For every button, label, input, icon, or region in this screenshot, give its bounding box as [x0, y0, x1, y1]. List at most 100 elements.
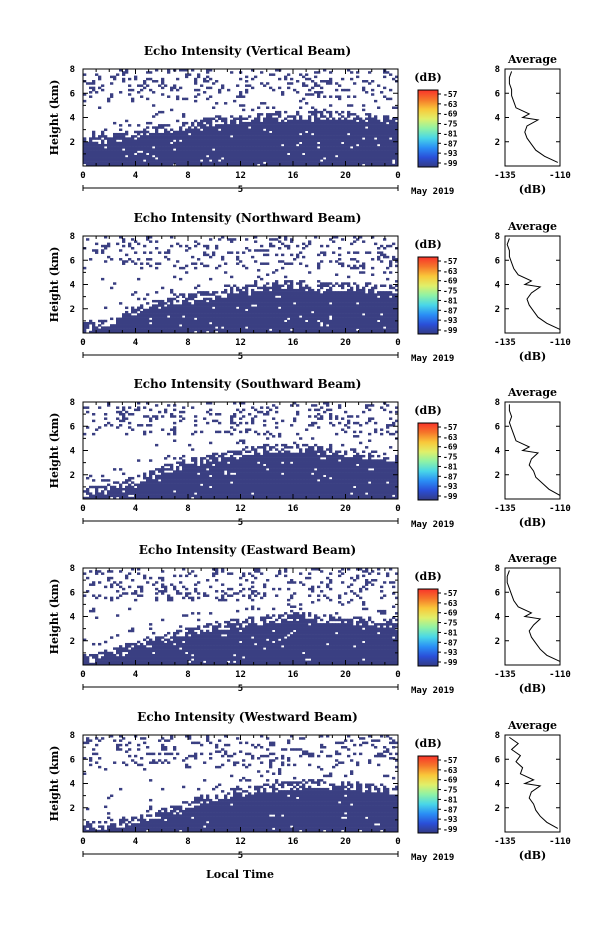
echo-cell [260, 128, 264, 132]
echo-cell [173, 146, 177, 149]
echo-cell [263, 117, 267, 120]
echo-cell [290, 132, 294, 136]
echo-cell [143, 157, 147, 160]
echo-cell [341, 126, 345, 129]
echo-cell [296, 295, 300, 299]
echo-cell [338, 330, 342, 334]
echo-cell [281, 288, 285, 292]
echo-cell [377, 124, 381, 127]
echo-cell [374, 313, 378, 316]
echo-cell [344, 295, 348, 299]
echo-cell [344, 319, 348, 323]
echo-cell [353, 264, 357, 268]
echo-cell [137, 485, 141, 489]
echo-cell [233, 99, 237, 103]
echo-cell [299, 143, 303, 147]
echo-cell [179, 244, 183, 248]
echo-cell [209, 135, 213, 138]
echo-cell [338, 291, 342, 294]
echo-cell [350, 299, 354, 303]
echo-cell [350, 304, 354, 307]
echo-cell [305, 321, 309, 325]
echo-cell [98, 75, 102, 79]
echo-cell [197, 75, 201, 79]
echo-cell [233, 139, 237, 143]
echo-cell [161, 315, 165, 318]
echo-cell [290, 284, 294, 287]
echo-cell [308, 308, 312, 312]
echo-cell [269, 135, 273, 138]
echo-cell [353, 163, 357, 167]
echo-cell [389, 321, 393, 325]
echo-cell [278, 310, 282, 314]
echo-cell [101, 157, 105, 160]
y-tick-label: 4 [70, 114, 76, 124]
echo-cell [197, 310, 201, 314]
echo-cell [125, 157, 129, 160]
echo-cell [182, 465, 186, 469]
echo-cell [215, 130, 219, 134]
echo-cell [155, 128, 159, 132]
echo-cell [314, 306, 318, 310]
echo-cell [299, 130, 303, 134]
echo-cell [263, 313, 267, 316]
echo-cell [314, 330, 318, 334]
echo-cell [359, 132, 363, 136]
echo-cell [317, 280, 321, 283]
echo-cell [182, 141, 186, 145]
echo-cell [128, 88, 132, 92]
echo-cell [179, 483, 183, 487]
echo-cell [383, 157, 387, 160]
panel-title: Echo Intensity (Northward Beam) [134, 211, 362, 225]
echo-cell [125, 139, 129, 143]
echo-cell [122, 496, 126, 500]
echo-cell [239, 135, 243, 138]
echo-cell [305, 150, 309, 154]
echo-cell [119, 424, 123, 427]
echo-cell [242, 130, 246, 134]
echo-cell [257, 330, 261, 334]
echo-cell [389, 260, 393, 263]
echo-cell [242, 135, 246, 138]
echo-cell [305, 154, 309, 158]
echo-cell [335, 159, 339, 162]
echo-cell [326, 284, 330, 287]
echo-cell [260, 304, 264, 307]
echo-cell [377, 130, 381, 134]
echo-cell [389, 97, 393, 101]
echo-cell [266, 135, 270, 138]
echo-cell [236, 286, 240, 290]
echo-cell [389, 128, 393, 132]
echo-cell [296, 315, 300, 318]
echo-cell [311, 128, 315, 132]
echo-cell [389, 130, 393, 134]
echo-cell [185, 492, 189, 495]
echo-cell [302, 308, 306, 312]
echo-cell [329, 260, 333, 263]
echo-cell [296, 132, 300, 136]
echo-cell [251, 324, 255, 327]
echo-cell [146, 328, 150, 332]
echo-cell [287, 82, 291, 85]
echo-cell [347, 284, 351, 287]
echo-cell [122, 244, 126, 248]
echo-cell [317, 293, 321, 296]
echo-cell [149, 487, 153, 491]
echo-cell [335, 308, 339, 312]
echo-cell [167, 492, 171, 495]
echo-cell [359, 130, 363, 134]
average-y-tick-label: 4 [495, 281, 501, 291]
echo-cell [155, 135, 159, 138]
echo-cell [332, 137, 336, 140]
echo-cell [311, 317, 315, 321]
echo-cell [344, 321, 348, 325]
echo-cell [242, 302, 246, 305]
echo-cell [311, 152, 315, 156]
echo-cell [392, 148, 396, 151]
echo-cell [197, 135, 201, 138]
echo-cell [386, 295, 390, 299]
echo-cell [392, 319, 396, 323]
echo-cell [254, 282, 258, 285]
echo-cell [143, 152, 147, 156]
echo-cell [350, 137, 354, 140]
